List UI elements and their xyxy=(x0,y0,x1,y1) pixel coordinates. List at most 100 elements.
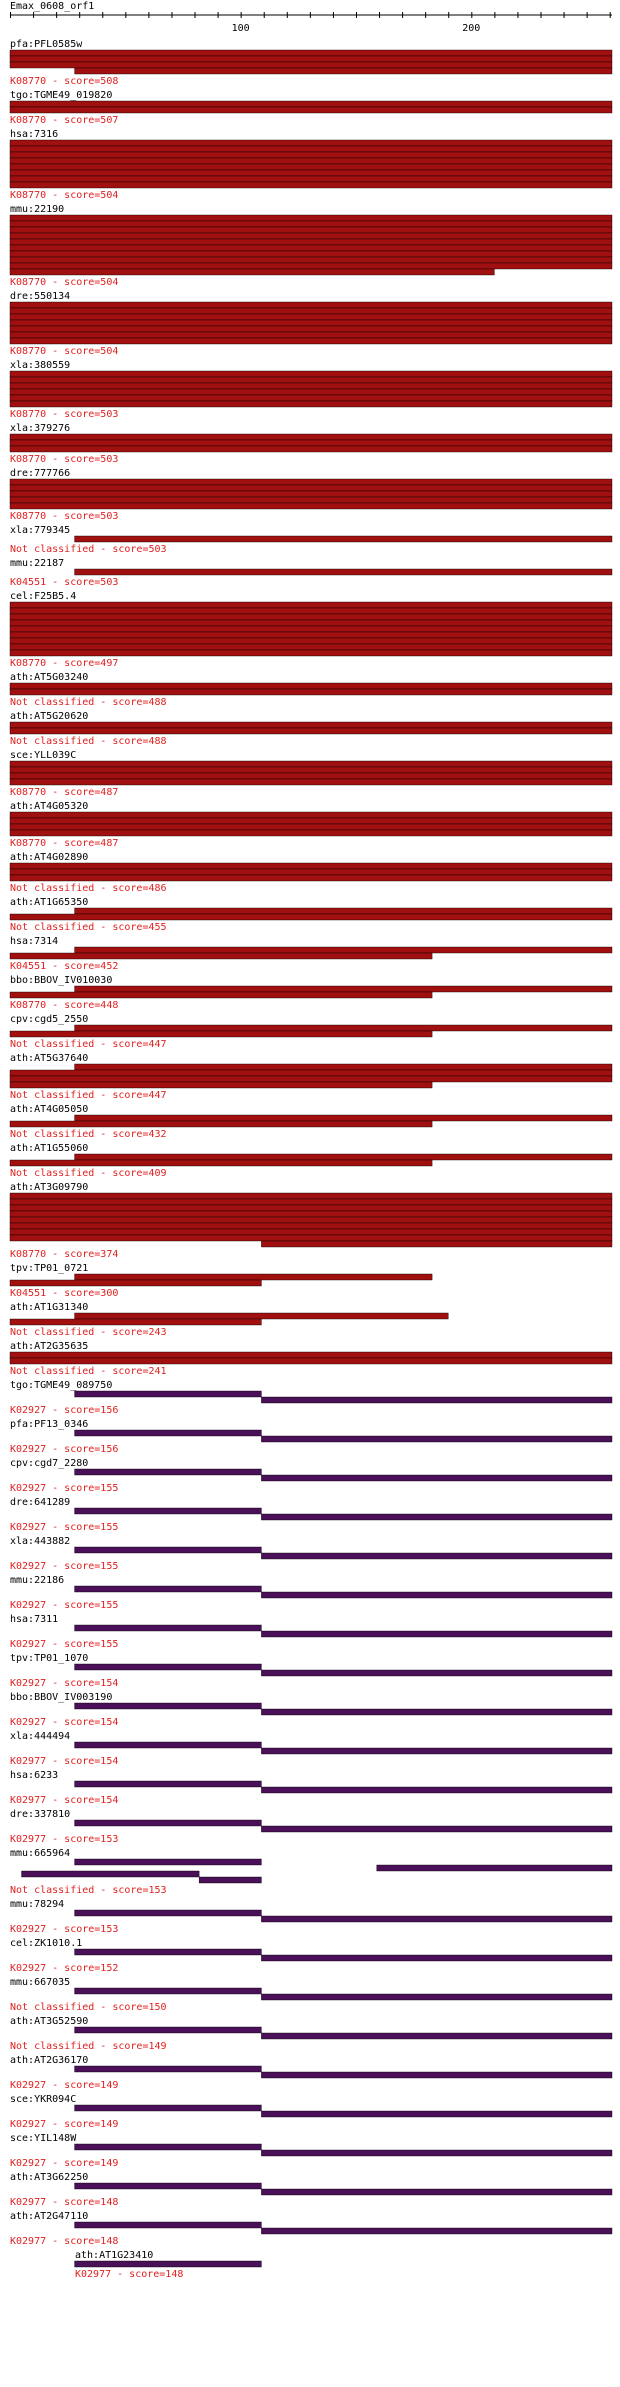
hit-bar xyxy=(9,991,433,999)
hit-bar xyxy=(74,946,613,954)
hit-bar xyxy=(9,1357,613,1365)
hit-score-label: K02977 - score=153 xyxy=(10,1834,118,1845)
hit-bar xyxy=(9,376,613,384)
hit-bar xyxy=(74,1063,613,1071)
hit-bar xyxy=(261,1669,613,1677)
hit-score-label: K08770 - score=504 xyxy=(10,277,118,288)
hit-bar xyxy=(74,1024,613,1032)
hit-bar xyxy=(74,2104,262,2112)
hit-bar xyxy=(9,631,613,639)
hit-name: hsa:7314 xyxy=(10,936,58,947)
hit-score-label: K02927 - score=152 xyxy=(10,1963,118,1974)
hit-bar xyxy=(74,1546,262,1554)
hit-name: ath:AT4G02890 xyxy=(10,852,88,863)
hit-bar xyxy=(9,613,613,621)
hit-score-label: K08770 - score=503 xyxy=(10,409,118,420)
hit-bar xyxy=(261,1915,613,1923)
hit-bar xyxy=(74,1114,613,1122)
hit-bar xyxy=(74,1507,262,1515)
hit-bar xyxy=(9,688,613,696)
hit-name: ath:AT4G05320 xyxy=(10,801,88,812)
hit-name: hsa:7311 xyxy=(10,1614,58,1625)
hit-bar xyxy=(9,163,613,171)
hit-bar xyxy=(74,1312,449,1320)
hit-bar xyxy=(9,244,613,252)
hit-bar xyxy=(9,778,613,786)
hit-score-label: K02927 - score=155 xyxy=(10,1483,118,1494)
hit-score-label: Not classified - score=455 xyxy=(10,922,167,933)
hit-bar xyxy=(261,1708,613,1716)
hit-score-label: K02927 - score=156 xyxy=(10,1405,118,1416)
hit-name: ath:AT1G65350 xyxy=(10,897,88,908)
hit-score-label: K02927 - score=154 xyxy=(10,1717,118,1728)
hit-bar xyxy=(9,643,613,651)
hit-score-label: K08770 - score=504 xyxy=(10,346,118,357)
hit-score-label: K02927 - score=153 xyxy=(10,1924,118,1935)
hit-bar xyxy=(9,1216,613,1224)
hit-score-label: K02927 - score=149 xyxy=(10,2119,118,2130)
hit-bar xyxy=(9,649,613,657)
hit-score-label: K02977 - score=154 xyxy=(10,1795,118,1806)
hit-bar xyxy=(9,106,613,114)
hit-score-label: K08770 - score=374 xyxy=(10,1249,118,1260)
hit-name: mmu:22187 xyxy=(10,558,64,569)
hit-score-label: K02927 - score=155 xyxy=(10,1639,118,1650)
hit-score-label: K08770 - score=448 xyxy=(10,1000,118,1011)
hit-score-label: Not classified - score=409 xyxy=(10,1168,167,1179)
hit-name: ath:AT3G62250 xyxy=(10,2172,88,2183)
hit-bar xyxy=(9,151,613,159)
hit-bar xyxy=(261,1240,613,1248)
hit-name: ath:AT1G55060 xyxy=(10,1143,88,1154)
hit-bar xyxy=(74,2065,262,2073)
hit-name: dre:550134 xyxy=(10,291,70,302)
hit-name: xla:779345 xyxy=(10,525,70,536)
hit-bar xyxy=(261,2227,613,2235)
hit-bar xyxy=(9,382,613,390)
hit-bar xyxy=(9,760,613,768)
hit-name: mmu:22186 xyxy=(10,1575,64,1586)
hit-name: sce:YKR094C xyxy=(10,2094,76,2105)
hit-bar xyxy=(9,61,613,69)
hit-score-label: K02977 - score=148 xyxy=(75,2269,183,2280)
axis-tick-label: 100 xyxy=(232,23,250,34)
hit-score-label: Not classified - score=488 xyxy=(10,736,167,747)
hit-bar xyxy=(74,1429,262,1437)
hit-bar xyxy=(9,169,613,177)
hit-score-label: Not classified - score=447 xyxy=(10,1090,167,1101)
hit-bar xyxy=(9,55,613,63)
axis-tick-label: 200 xyxy=(462,23,480,34)
hit-bar xyxy=(9,1120,433,1128)
hit-score-label: K02927 - score=149 xyxy=(10,2080,118,2091)
hit-name: hsa:6233 xyxy=(10,1770,58,1781)
hit-name: ath:AT3G09790 xyxy=(10,1182,88,1193)
hit-name: dre:337810 xyxy=(10,1809,70,1820)
hit-bar xyxy=(9,1030,433,1038)
hit-bar xyxy=(9,307,613,315)
hit-score-label: K08770 - score=503 xyxy=(10,511,118,522)
hit-bar xyxy=(9,49,613,57)
hit-score-label: Not classified - score=503 xyxy=(10,544,167,555)
hit-score-label: K08770 - score=487 xyxy=(10,838,118,849)
hit-name: xla:444494 xyxy=(10,1731,70,1742)
hit-bar xyxy=(9,637,613,645)
hit-bar xyxy=(9,226,613,234)
hit-bar xyxy=(9,175,613,183)
hit-name: ath:AT1G31340 xyxy=(10,1302,88,1313)
hit-score-label: Not classified - score=153 xyxy=(10,1885,167,1896)
hit-score-label: Not classified - score=488 xyxy=(10,697,167,708)
hit-bar xyxy=(74,907,613,915)
hit-score-label: K08770 - score=504 xyxy=(10,190,118,201)
hit-name: ath:AT2G36170 xyxy=(10,2055,88,2066)
hit-bar xyxy=(9,484,613,492)
hit-bar xyxy=(9,772,613,780)
hit-bar xyxy=(74,1780,262,1788)
hit-bar xyxy=(198,1876,262,1884)
hit-bar xyxy=(9,145,613,153)
hit-name: pfa:PFL0585w xyxy=(10,39,83,50)
hit-bar xyxy=(261,1474,613,1482)
hit-bar xyxy=(9,1210,613,1218)
hit-bar xyxy=(74,2026,262,2034)
hit-bar xyxy=(9,607,613,615)
hit-name: ath:AT5G03240 xyxy=(10,672,88,683)
hit-score-label: K02927 - score=154 xyxy=(10,1678,118,1689)
